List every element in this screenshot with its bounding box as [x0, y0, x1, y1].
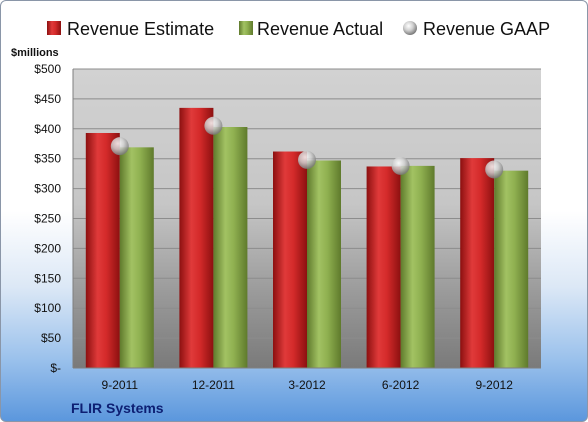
bar-revenue-estimate: [366, 166, 401, 368]
y-tick-label: $300: [34, 182, 61, 196]
y-axis-ticks: $- $50 $100 $150 $200 $250 $300 $350 $400 $450 $50…: [34, 62, 61, 375]
y-tick-label: $500: [34, 62, 61, 76]
legend-item-estimate: Revenue Estimate: [47, 19, 214, 39]
y-tick-label: $150: [34, 271, 61, 285]
marker-revenue-gaap: [391, 156, 410, 175]
legend-label-estimate: Revenue Estimate: [67, 19, 214, 39]
marker-revenue-gaap: [298, 150, 316, 169]
bar-revenue-actual: [494, 170, 529, 368]
legend-swatch-actual: [239, 21, 253, 35]
legend-item-actual: Revenue Actual: [239, 19, 383, 39]
bar-revenue-actual: [213, 127, 248, 368]
legend-swatch-estimate: [47, 21, 61, 35]
bar-revenue-estimate: [85, 132, 120, 368]
legend-item-gaap: Revenue GAAP: [403, 19, 550, 39]
x-tick-label: 9-2011: [102, 378, 139, 392]
legend: Revenue Estimate Revenue Actual Revenue …: [47, 19, 550, 39]
legend-marker-gaap: [403, 21, 417, 35]
x-tick-label: 6-2012: [382, 378, 420, 392]
legend-label-gaap: Revenue GAAP: [423, 19, 550, 39]
x-axis-ticks: 9-2011 12-2011 3-2012 6-2012 9-2012: [102, 378, 514, 392]
bar-revenue-actual: [119, 147, 154, 368]
marker-revenue-gaap: [204, 116, 223, 135]
y-axis-unit-label: $millions: [11, 47, 59, 59]
bar-revenue-estimate: [460, 158, 495, 368]
y-tick-label: $-: [50, 361, 61, 375]
y-tick-label: $450: [34, 92, 61, 106]
y-tick-label: $250: [34, 212, 61, 226]
y-tick-label: $350: [34, 152, 61, 166]
x-tick-label: 9-2012: [476, 378, 514, 392]
marker-revenue-gaap: [110, 137, 129, 156]
bars: [85, 107, 529, 369]
legend-label-actual: Revenue Actual: [257, 19, 383, 39]
x-tick-label: 12-2011: [192, 378, 235, 392]
x-tick-label: 3-2012: [288, 378, 326, 392]
company-name: FLIR Systems: [71, 400, 164, 416]
bar-revenue-estimate: [179, 107, 214, 369]
y-tick-label: $100: [34, 301, 61, 315]
y-tick-label: $50: [41, 331, 61, 345]
y-tick-label: $200: [34, 241, 61, 255]
bar-revenue-actual: [307, 160, 341, 368]
bar-revenue-estimate: [273, 151, 307, 368]
bar-revenue-actual: [400, 165, 435, 368]
marker-revenue-gaap: [485, 160, 504, 179]
y-tick-label: $400: [34, 122, 61, 136]
gaap-markers: [110, 116, 504, 179]
